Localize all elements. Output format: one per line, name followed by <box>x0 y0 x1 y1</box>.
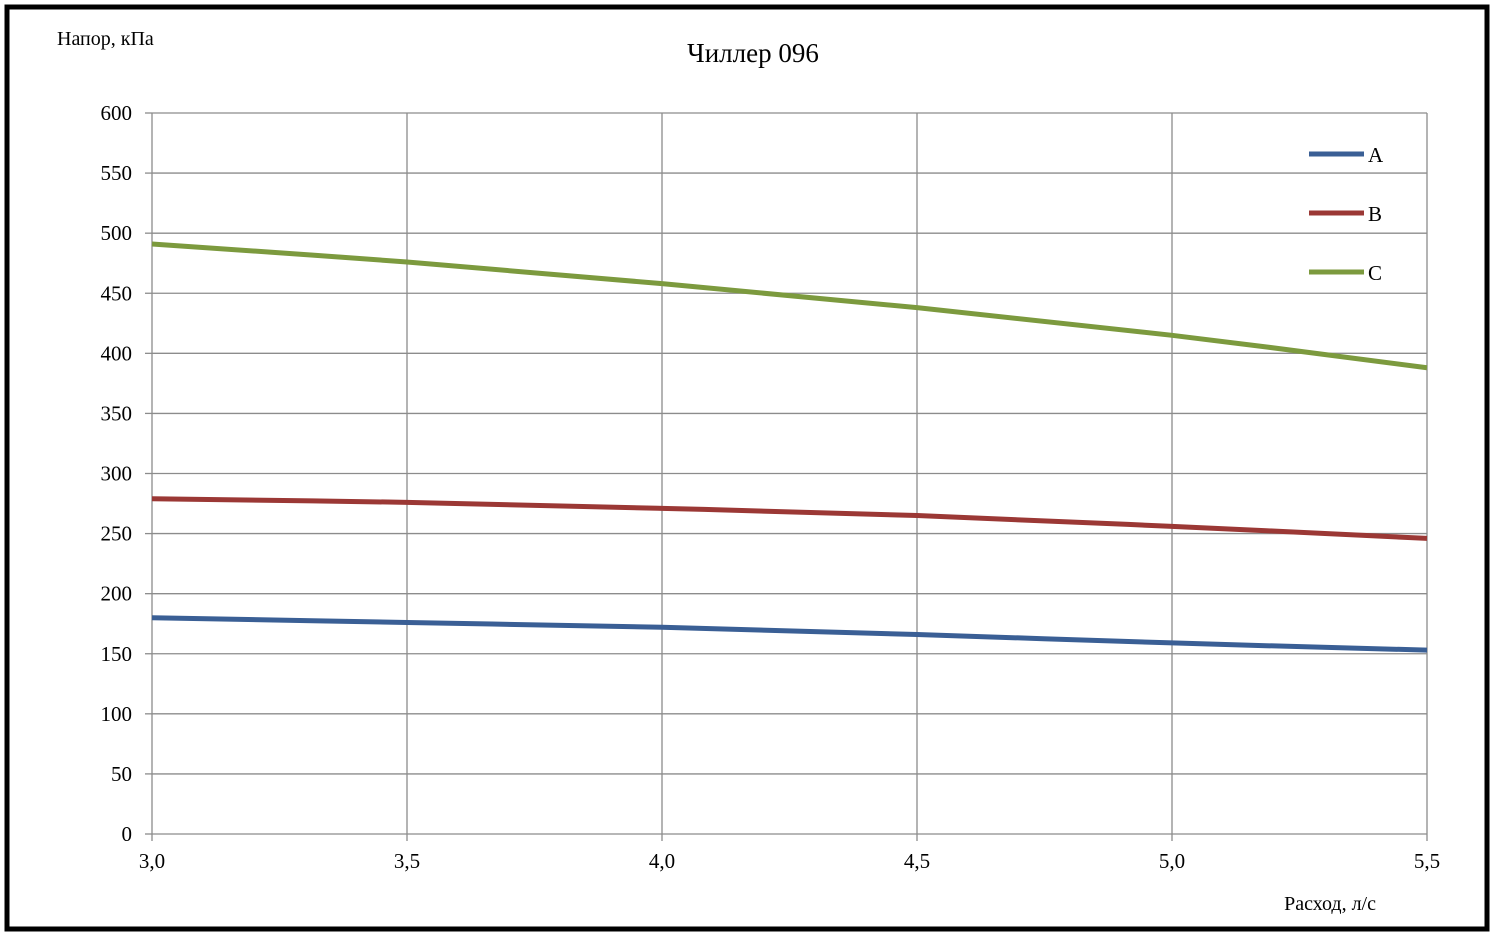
y-axis-label: Напор, кПа <box>57 28 154 50</box>
y-tick-label: 0 <box>122 822 133 846</box>
y-tick-label: 300 <box>101 462 133 486</box>
y-tick-labels: 0 50 100 150 200 250 300 350 400 450 500 550 600 <box>101 101 133 846</box>
y-tick-label: 50 <box>111 762 132 786</box>
axes <box>145 112 1428 841</box>
y-tick-label: 500 <box>101 221 133 245</box>
x-tick-label: 4,5 <box>904 849 930 873</box>
x-axis-label: Расход, л/с <box>1284 893 1376 915</box>
legend-label-a: A <box>1368 143 1384 167</box>
y-tick-label: 450 <box>101 281 133 305</box>
x-tick-label: 4,0 <box>649 849 675 873</box>
series-line-c <box>151 241 1428 371</box>
chart-title: Чиллер 096 <box>687 38 819 68</box>
y-tick-label: 550 <box>101 161 133 185</box>
series-line-a <box>151 615 1428 653</box>
grid-lines <box>152 112 1428 834</box>
x-tick-label: 5,0 <box>1159 849 1185 873</box>
legend-label-b: B <box>1368 202 1382 226</box>
x-tick-label: 5,5 <box>1414 849 1440 873</box>
y-tick-label: 150 <box>101 642 133 666</box>
y-tick-label: 200 <box>101 582 133 606</box>
y-tick-label: 400 <box>101 341 133 365</box>
y-tick-label: 600 <box>101 101 133 125</box>
legend: A B C <box>1309 143 1384 285</box>
y-tick-label: 100 <box>101 702 133 726</box>
y-tick-label: 350 <box>101 401 133 425</box>
series-line-b <box>151 496 1428 541</box>
x-tick-labels: 3,0 3,5 4,0 4,5 5,0 5,5 <box>139 849 1440 873</box>
series-lines <box>151 241 1428 653</box>
y-tick-label: 250 <box>101 522 133 546</box>
x-tick-label: 3,0 <box>139 849 165 873</box>
x-tick-label: 3,5 <box>394 849 420 873</box>
legend-label-c: C <box>1368 261 1382 285</box>
chart-border <box>4 4 1490 932</box>
